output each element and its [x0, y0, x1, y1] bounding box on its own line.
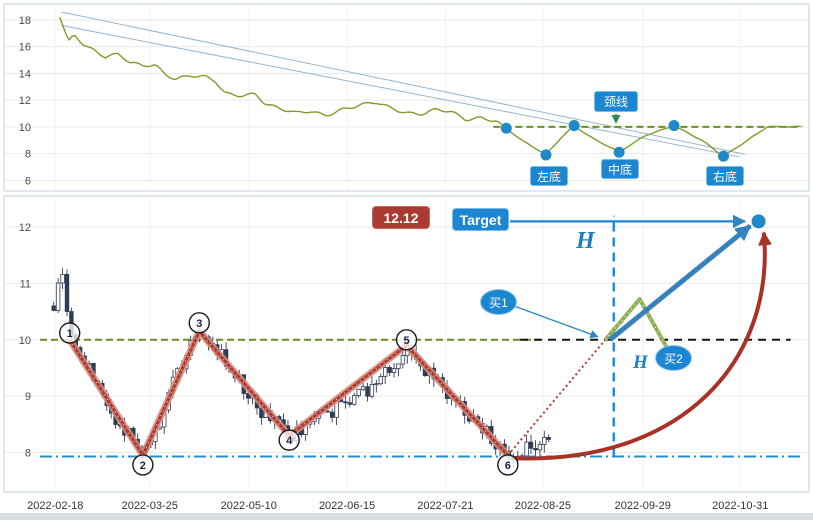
- candle-body: [329, 411, 335, 418]
- target-dot: [751, 214, 766, 229]
- candle-body: [55, 282, 61, 312]
- x-tick-label: 2022-03-25: [122, 500, 178, 512]
- candle-body: [245, 393, 251, 399]
- pattern-point-number: 5: [403, 335, 409, 347]
- candle-body: [387, 366, 392, 373]
- candle-body: [537, 444, 543, 451]
- candle-body: [382, 366, 388, 377]
- candle-body: [356, 388, 361, 396]
- x-tick-label: 2022-10-31: [712, 500, 768, 512]
- y-tick-label: 6: [25, 175, 31, 187]
- candle-body: [378, 375, 383, 385]
- descending-trendline: [61, 24, 740, 158]
- pivot-dot: [718, 150, 730, 162]
- candle-body: [524, 441, 529, 457]
- dotted-rise-line: [507, 339, 607, 456]
- candle-body: [51, 305, 56, 311]
- bottom-scrollbar[interactable]: [0, 513, 813, 520]
- candle-body: [369, 383, 375, 397]
- buy1-badge: 买1: [480, 289, 517, 315]
- pattern-point-circle: [59, 322, 81, 344]
- pattern-point-circle: [395, 329, 418, 351]
- y-tick-label: 12: [19, 222, 31, 234]
- pivot-dot: [613, 146, 625, 158]
- y-tick-label: 9: [25, 391, 31, 403]
- candle-body: [343, 401, 348, 404]
- breakout-curve-arrow: [512, 231, 772, 461]
- pivot-dot: [500, 122, 512, 134]
- buy1-pointer-arrow: [513, 305, 599, 339]
- candle-body: [365, 386, 370, 397]
- buy2-badge: 买2: [655, 345, 692, 371]
- y-tick-label: 12: [19, 95, 31, 107]
- candle-body: [374, 383, 379, 386]
- pattern-point-number: 2: [140, 460, 146, 472]
- x-tick-label: 2022-07-21: [417, 500, 473, 512]
- y-tick-label: 10: [19, 122, 31, 134]
- candle-body: [542, 436, 547, 445]
- target-price-badge: 12.12: [372, 206, 430, 229]
- candle-body: [60, 273, 65, 284]
- w-pattern-core: [68, 329, 510, 457]
- pivot-dot: [668, 120, 680, 132]
- y-tick-label: 16: [19, 42, 31, 54]
- pattern-point-number: 3: [196, 318, 202, 330]
- descending-trendline: [61, 11, 745, 155]
- candle-body: [351, 395, 357, 405]
- x-tick-label: 2022-08-25: [515, 500, 571, 512]
- target-badge: Target: [452, 208, 509, 231]
- x-tick-label: 2022-02-18: [27, 500, 83, 512]
- height-label-upper: H: [576, 228, 595, 254]
- pattern-point-circle: [497, 454, 519, 476]
- y-tick-label: 8: [25, 149, 31, 161]
- candle-body: [396, 363, 401, 369]
- candle-body: [528, 441, 534, 449]
- height-label-lower: H: [633, 352, 648, 373]
- projection-arrow-dots: [609, 225, 751, 341]
- y-tick-label: 10: [19, 335, 31, 347]
- pullback-zigzag-green: [603, 297, 672, 354]
- candle-body: [400, 355, 406, 365]
- y-tick-label: 11: [20, 278, 31, 290]
- pattern-point-number: 4: [286, 435, 293, 447]
- y-tick-label: 18: [19, 15, 31, 27]
- pattern-point-circle: [132, 454, 154, 476]
- pivot-dot: [540, 149, 552, 161]
- candle-body: [360, 386, 366, 390]
- pattern-point-circle: [278, 429, 300, 451]
- pattern-point-number: 6: [505, 460, 511, 472]
- middle-bottom-badge: 中底: [601, 159, 639, 179]
- candle-body: [64, 273, 70, 312]
- pattern-point-circle: [188, 312, 210, 334]
- y-tick-label: 14: [19, 68, 31, 80]
- x-tick-label: 2022-05-10: [221, 500, 277, 512]
- left-bottom-badge: 左底: [530, 166, 568, 186]
- candle-body: [546, 436, 551, 440]
- pattern-point-number: 1: [67, 328, 73, 340]
- x-tick-label: 2022-06-15: [319, 500, 375, 512]
- pivot-dot: [568, 120, 580, 132]
- top-panel-frame: [3, 3, 810, 192]
- x-tick-label: 2022-09-29: [615, 500, 671, 512]
- candle-body: [533, 447, 538, 451]
- neckline-label-badge: 颈线: [594, 91, 638, 112]
- right-bottom-badge: 右底: [706, 166, 744, 186]
- candle-body: [391, 368, 397, 374]
- candle-body: [347, 402, 352, 405]
- y-tick-label: 8: [25, 448, 31, 460]
